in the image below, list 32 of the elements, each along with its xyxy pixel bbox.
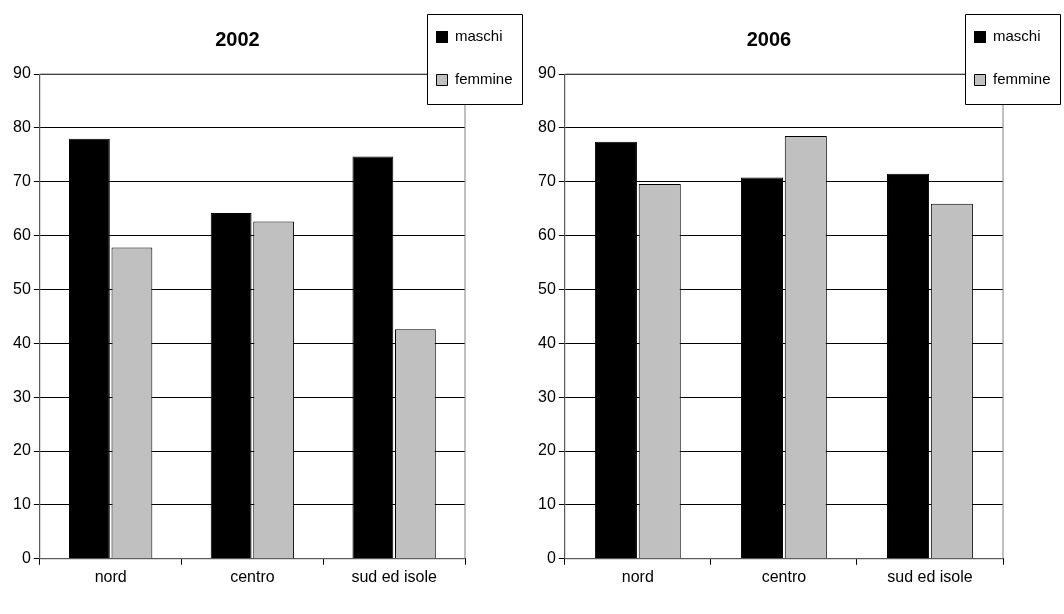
legend-label: maschi xyxy=(993,27,1041,45)
x-tick-label: sud ed isole xyxy=(887,567,973,585)
legend-label: femmine xyxy=(455,70,513,88)
y-tick-label: 0 xyxy=(21,549,31,567)
x-tick-label: nord xyxy=(621,567,654,585)
y-tick-label: 70 xyxy=(538,172,556,190)
y-tick-label: 50 xyxy=(13,279,31,297)
x-tick-label: nord xyxy=(94,567,127,585)
y-tick-label: 40 xyxy=(13,333,31,351)
y-tick-label: 40 xyxy=(538,333,556,351)
y-tick-label: 90 xyxy=(538,64,556,82)
y-tick-label: 60 xyxy=(538,226,556,244)
chart-title: 2006 xyxy=(746,27,792,50)
x-tick-label: sud ed isole xyxy=(351,567,437,585)
y-tick-label: 0 xyxy=(546,549,556,567)
y-tick-label: 20 xyxy=(538,441,556,459)
y-tick-label: 30 xyxy=(13,387,31,405)
chart-title: 2002 xyxy=(215,27,260,50)
legend-label: femmine xyxy=(993,70,1051,88)
y-tick-label: 30 xyxy=(538,387,556,405)
legend-label: maschi xyxy=(455,27,503,45)
y-tick-label: 90 xyxy=(13,64,31,82)
y-tick-label: 20 xyxy=(13,441,31,459)
y-tick-label: 80 xyxy=(13,118,31,136)
y-tick-label: 70 xyxy=(13,172,31,190)
y-tick-label: 10 xyxy=(13,495,31,513)
y-tick-label: 10 xyxy=(538,495,556,513)
x-tick-label: centro xyxy=(761,567,807,585)
y-tick-label: 80 xyxy=(538,118,556,136)
y-tick-label: 50 xyxy=(538,279,556,297)
x-tick-label: centro xyxy=(230,567,275,585)
y-tick-label: 60 xyxy=(13,226,31,244)
